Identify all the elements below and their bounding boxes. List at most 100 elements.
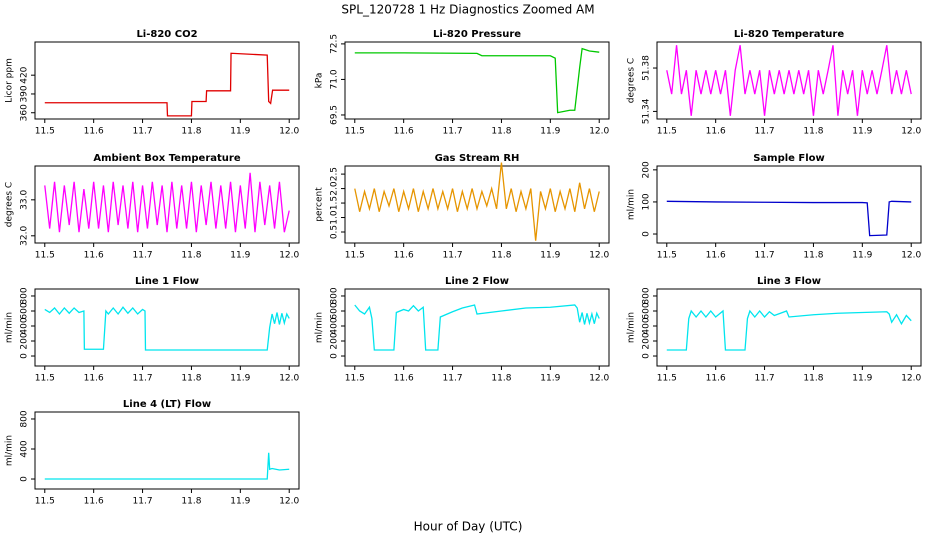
x-tick-label: 11.6	[84, 374, 104, 384]
y-tick-label: 600	[330, 302, 340, 319]
x-tick-label: 11.8	[803, 127, 823, 137]
y-tick-label: 1.5	[330, 196, 340, 210]
y-tick-label: 51.38	[642, 55, 652, 81]
y-tick-label: 400	[20, 440, 30, 457]
x-tick-label: 11.9	[852, 127, 872, 137]
x-tick-label: 11.5	[35, 127, 55, 137]
y-axis-label: kPa	[315, 73, 325, 89]
y-tick-label: 390	[20, 85, 30, 102]
x-tick-label: 11.8	[803, 251, 823, 261]
panel-title: Li-820 Temperature	[734, 29, 844, 40]
plot-frame	[344, 165, 610, 244]
x-tick-label: 11.6	[84, 497, 104, 507]
plot-frame	[34, 411, 300, 490]
y-tick-label: 800	[330, 287, 340, 304]
y-axis-label: ml/min	[627, 312, 637, 343]
plot-frame	[344, 288, 610, 367]
x-tick-label: 12.0	[279, 497, 299, 507]
x-tick-label: 11.6	[394, 374, 414, 384]
x-tick-label: 11.6	[706, 251, 726, 261]
plot-frame	[656, 288, 922, 367]
panel-title: Li-820 Pressure	[433, 29, 521, 40]
x-tick-label: 11.7	[133, 127, 153, 137]
y-axis-label: Licor ppm	[5, 58, 15, 103]
data-line	[666, 309, 912, 351]
data-line	[44, 52, 290, 117]
y-tick-label: 420	[20, 66, 30, 83]
x-tick-label: 12.0	[901, 251, 921, 261]
x-tick-label: 12.0	[279, 251, 299, 261]
y-tick-label: 200	[20, 332, 30, 349]
plot-frame	[34, 288, 300, 367]
y-tick-label: 69.5	[330, 105, 340, 125]
x-tick-label: 11.6	[394, 127, 414, 137]
y-tick-label: 71.0	[330, 69, 340, 89]
x-tick-label: 11.8	[491, 374, 511, 384]
x-tick-label: 11.7	[755, 127, 775, 137]
y-tick-label: 400	[330, 317, 340, 334]
x-tick-label: 11.5	[345, 374, 365, 384]
panel-title: Ambient Box Temperature	[93, 153, 240, 164]
y-axis-label: degrees C	[5, 182, 15, 227]
y-tick-label: 400	[642, 317, 652, 334]
x-tick-label: 11.6	[394, 251, 414, 261]
x-tick-label: 11.9	[540, 127, 560, 137]
x-tick-label: 11.7	[133, 497, 153, 507]
x-tick-label: 11.9	[230, 374, 250, 384]
x-tick-label: 11.9	[540, 374, 560, 384]
x-tick-label: 11.9	[540, 251, 560, 261]
y-axis-label: ml/min	[315, 312, 325, 343]
x-tick-label: 11.7	[443, 374, 463, 384]
x-tick-label: 11.7	[443, 251, 463, 261]
panel-title: Line 4 (LT) Flow	[123, 399, 211, 410]
y-axis-label: percent	[315, 187, 325, 222]
y-tick-label: 0	[330, 353, 340, 359]
x-tick-label: 11.9	[230, 497, 250, 507]
x-tick-label: 12.0	[589, 127, 609, 137]
y-axis-label: degrees C	[627, 58, 637, 103]
x-tick-label: 11.9	[852, 251, 872, 261]
y-tick-label: 800	[20, 410, 30, 427]
y-tick-label: 360	[20, 104, 30, 121]
x-tick-label: 11.8	[181, 127, 201, 137]
y-tick-label: 100	[642, 193, 652, 210]
x-tick-label: 11.5	[345, 251, 365, 261]
data-line	[44, 452, 290, 480]
figure-title: SPL_120728 1 Hz Diagnostics Zoomed AM	[341, 3, 594, 17]
x-tick-label: 11.8	[803, 374, 823, 384]
y-tick-label: 0	[642, 231, 652, 237]
y-tick-label: 200	[642, 332, 652, 349]
panel-title: Line 1 Flow	[135, 276, 199, 287]
data-line	[354, 162, 600, 241]
x-tick-label: 11.5	[345, 127, 365, 137]
x-tick-label: 11.7	[755, 251, 775, 261]
x-tick-label: 11.5	[657, 127, 677, 137]
x-tick-label: 11.8	[181, 251, 201, 261]
x-tick-label: 12.0	[589, 251, 609, 261]
y-tick-label: 600	[20, 302, 30, 319]
y-tick-label: 0	[20, 476, 30, 482]
y-tick-label: 0	[20, 353, 30, 359]
x-tick-label: 11.8	[181, 497, 201, 507]
y-tick-label: 33.0	[20, 190, 30, 210]
panel-title: Li-820 CO2	[136, 29, 197, 40]
data-line	[44, 306, 290, 351]
y-tick-label: 2.0	[330, 181, 340, 196]
panel-title: Line 2 Flow	[445, 276, 509, 287]
y-tick-label: 0.5	[330, 225, 340, 239]
data-line	[354, 47, 600, 114]
y-tick-label: 2.5	[330, 167, 340, 181]
plot-frame	[344, 41, 610, 120]
x-tick-label: 12.0	[279, 127, 299, 137]
x-tick-label: 12.0	[279, 374, 299, 384]
plot-frame	[656, 165, 922, 244]
y-tick-label: 1.0	[330, 210, 340, 225]
y-axis-label: ml/min	[5, 312, 15, 343]
y-tick-label: 600	[642, 302, 652, 319]
x-tick-label: 12.0	[901, 374, 921, 384]
y-tick-label: 800	[20, 287, 30, 304]
data-line	[354, 304, 600, 351]
panel-title: Sample Flow	[753, 153, 825, 164]
x-tick-label: 11.8	[491, 251, 511, 261]
